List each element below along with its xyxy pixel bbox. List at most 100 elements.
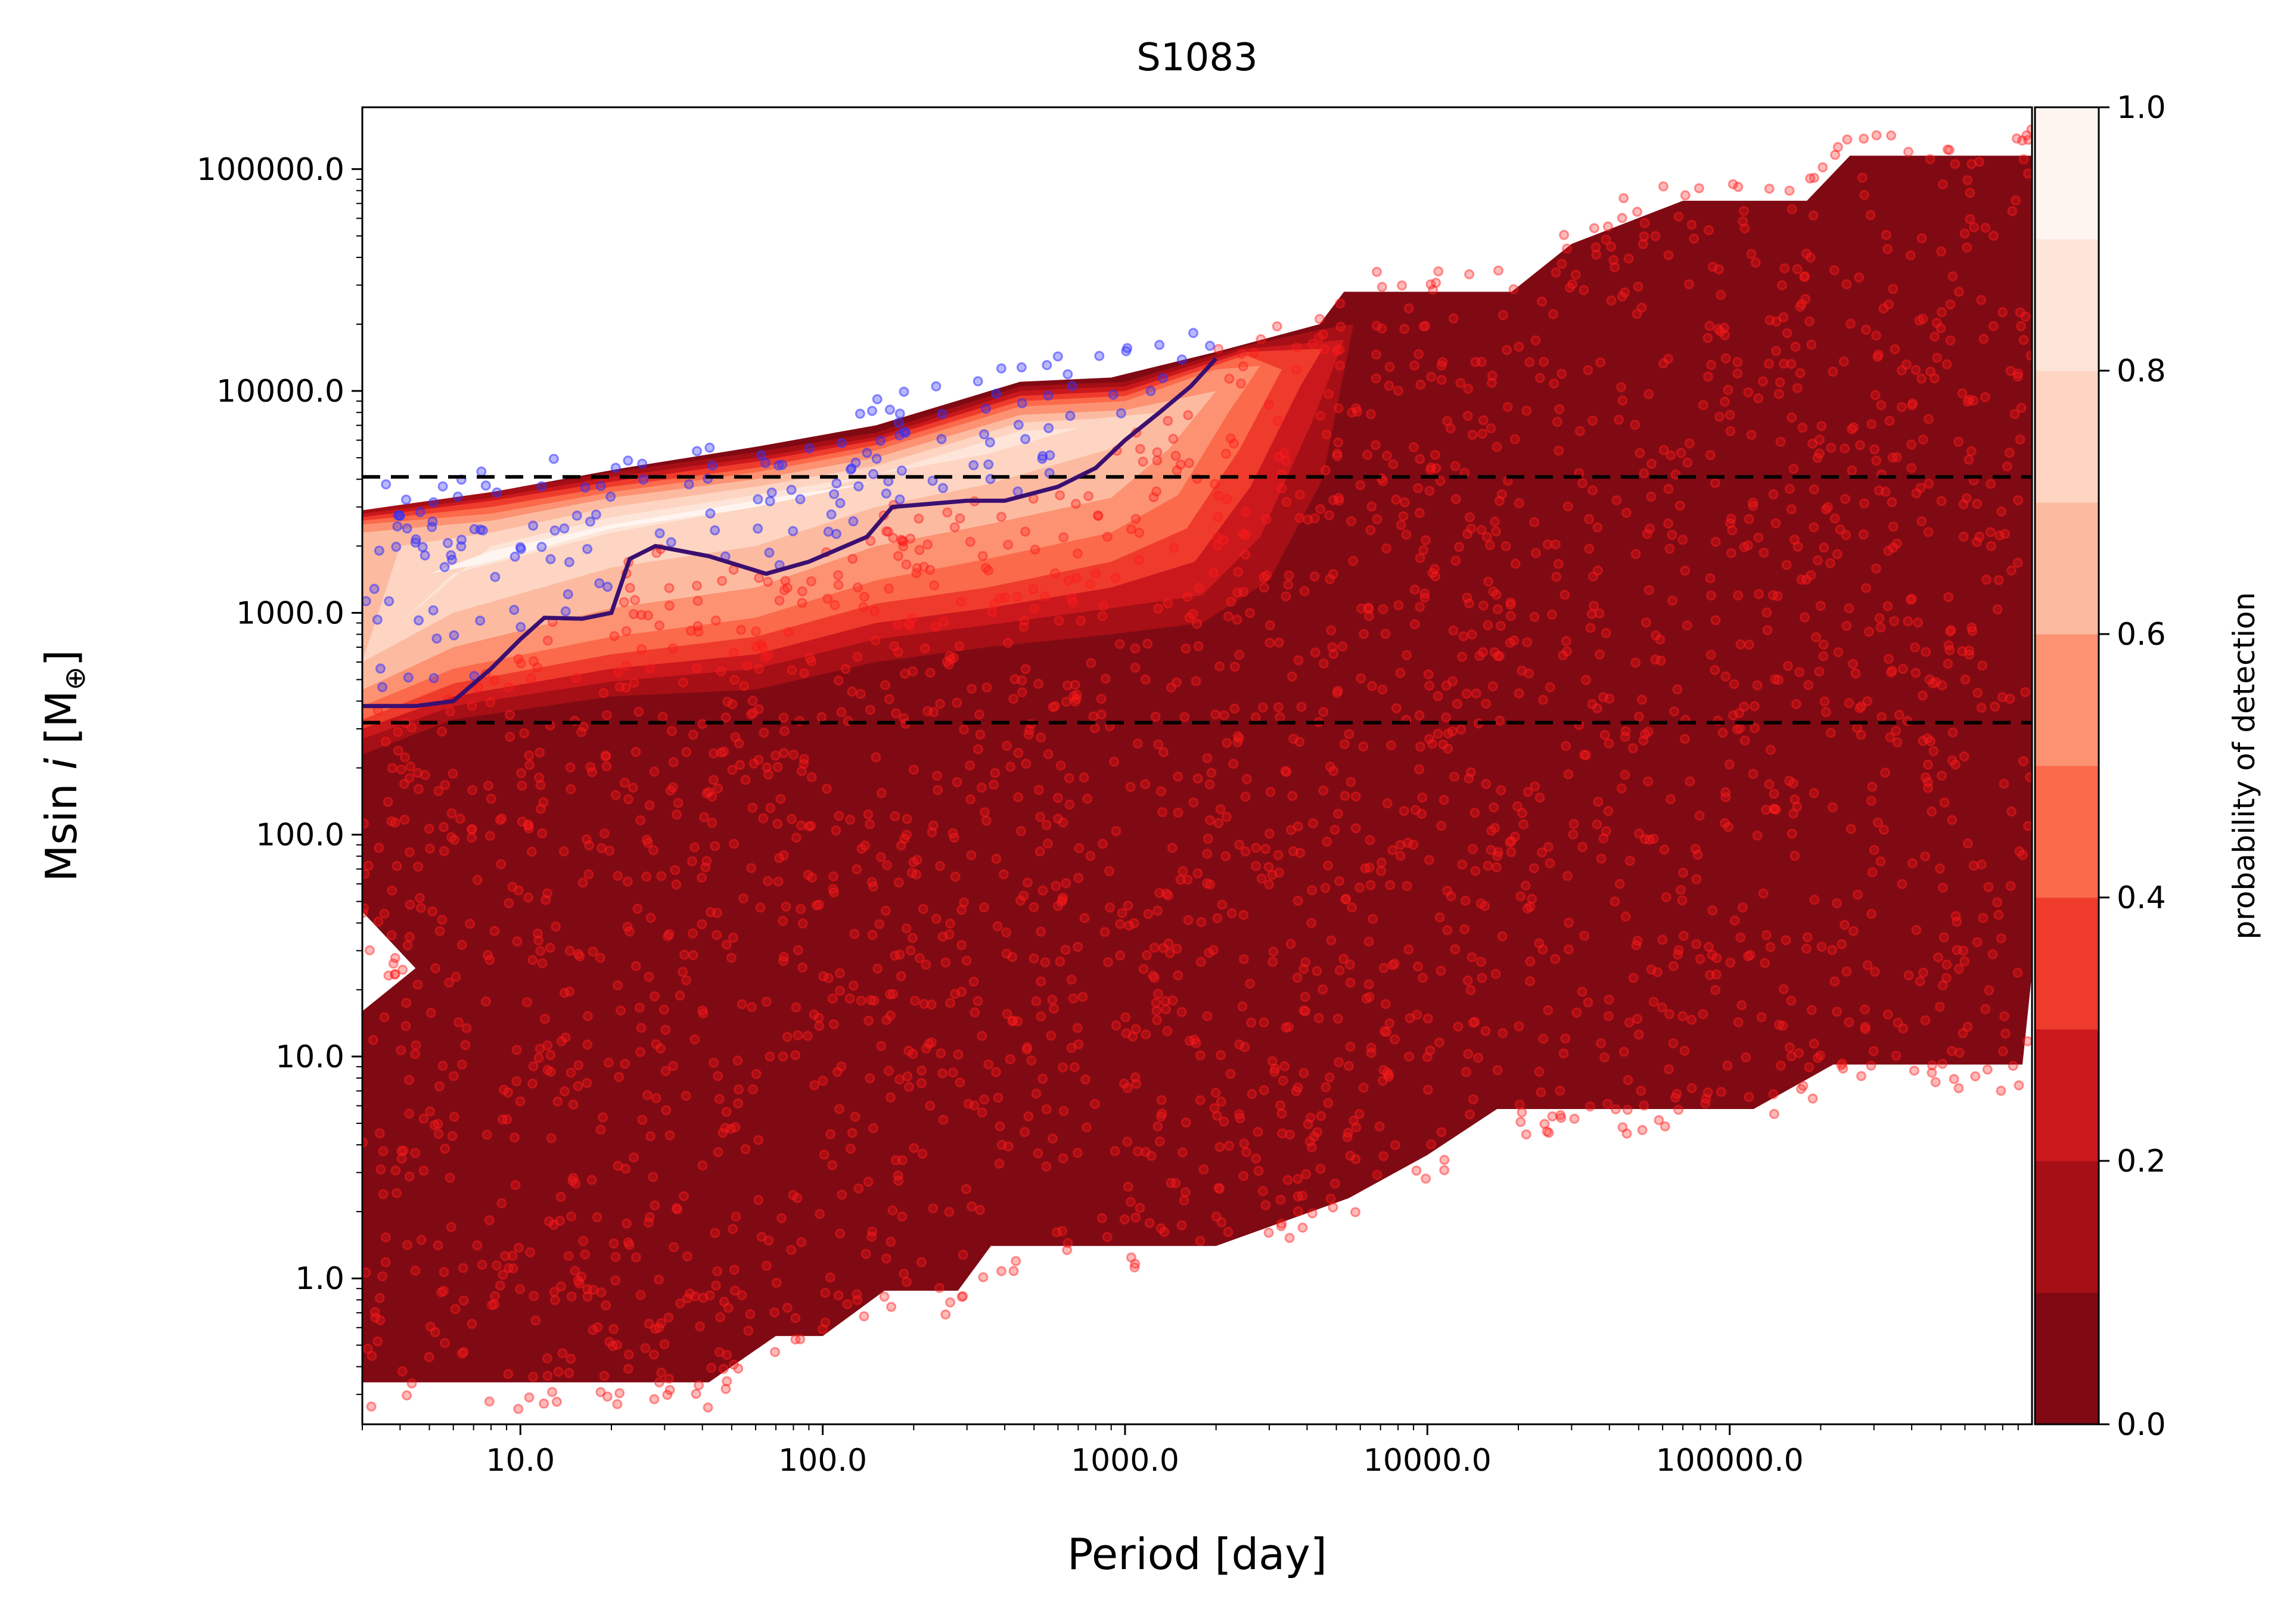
x-tick-label: 1000.0	[1071, 1443, 1179, 1479]
missed-point	[849, 928, 860, 939]
missed-point	[1438, 739, 1449, 750]
missed-point	[1036, 1011, 1046, 1022]
missed-point	[1259, 1017, 1269, 1028]
missed-point	[911, 869, 922, 880]
missed-point	[747, 1002, 757, 1012]
missed-point	[958, 1291, 968, 1302]
missed-point	[1878, 303, 1889, 314]
missed-point	[1120, 1012, 1131, 1023]
missed-point	[1743, 951, 1754, 962]
missed-point	[2015, 307, 2025, 318]
missed-point	[1297, 1190, 1307, 1201]
detected-point	[795, 494, 806, 505]
missed-point	[1276, 1108, 1287, 1119]
missed-point	[1123, 1181, 1133, 1192]
missed-point	[620, 1058, 630, 1069]
missed-point	[722, 1376, 732, 1387]
x-tick-label: 10000.0	[1363, 1443, 1492, 1479]
missed-point	[656, 1318, 666, 1328]
missed-point	[712, 930, 722, 940]
detected-point	[1067, 381, 1077, 392]
detected-point	[764, 547, 775, 558]
missed-point	[1620, 726, 1631, 737]
missed-point	[1903, 616, 1913, 626]
missed-point	[1413, 349, 1424, 359]
missed-point	[588, 1325, 598, 1335]
missed-point	[636, 610, 647, 620]
missed-point	[1041, 1161, 1052, 1172]
missed-point	[1170, 1178, 1181, 1188]
missed-point	[1614, 414, 1624, 425]
missed-point	[1642, 529, 1652, 539]
missed-point	[1867, 781, 1878, 792]
missed-point	[1439, 1165, 1450, 1176]
colorbar-tick-label: 0.2	[2117, 1144, 2166, 1179]
missed-point	[1910, 365, 1921, 375]
missed-point	[928, 1203, 939, 1214]
missed-point	[1905, 594, 1916, 605]
missed-point	[700, 862, 711, 873]
missed-point	[1433, 728, 1443, 739]
missed-point	[1945, 335, 1956, 346]
missed-point	[1874, 485, 1884, 496]
missed-point	[1322, 836, 1332, 847]
missed-point	[1183, 915, 1194, 925]
missed-point	[1545, 682, 1555, 692]
missed-point	[1640, 729, 1651, 740]
missed-point	[1659, 844, 1670, 855]
missed-point	[730, 732, 741, 743]
missed-point	[1248, 347, 1259, 358]
missed-point	[1372, 266, 1382, 277]
missed-point	[1382, 451, 1393, 461]
missed-point	[1963, 645, 1974, 656]
missed-point	[743, 1325, 754, 1336]
missed-point	[1167, 995, 1178, 1006]
missed-point	[1517, 1107, 1527, 1118]
missed-point	[1013, 792, 1024, 803]
missed-point	[600, 751, 611, 762]
missed-point	[1537, 296, 1547, 307]
missed-point	[1430, 571, 1441, 582]
detected-point	[545, 554, 556, 564]
missed-point	[781, 901, 791, 912]
missed-point	[1364, 992, 1375, 1002]
missed-point	[1090, 569, 1101, 579]
missed-point	[968, 976, 979, 987]
detected-point	[1116, 408, 1126, 418]
missed-point	[1328, 569, 1338, 579]
missed-point	[588, 946, 598, 957]
missed-point	[1732, 724, 1742, 735]
missed-point	[947, 828, 958, 838]
missed-point	[692, 621, 703, 632]
missed-point	[1130, 1072, 1141, 1083]
missed-point	[1052, 1227, 1062, 1238]
missed-point	[1773, 675, 1784, 685]
missed-point	[1305, 1113, 1316, 1123]
missed-point	[1678, 931, 1689, 941]
missed-point	[1534, 938, 1545, 949]
missed-point	[1530, 548, 1541, 558]
missed-point	[709, 775, 719, 785]
y-axis-label-subscript: ⊕	[58, 666, 92, 690]
missed-point	[1315, 1163, 1326, 1174]
missed-point	[1492, 442, 1502, 452]
missed-point	[512, 936, 523, 947]
missed-point	[909, 1142, 919, 1153]
missed-point	[793, 945, 803, 955]
missed-point	[1259, 572, 1269, 583]
missed-point	[1598, 833, 1609, 844]
missed-point	[370, 1312, 381, 1323]
missed-point	[1515, 1117, 1526, 1128]
missed-point	[888, 533, 899, 543]
missed-point	[1119, 1214, 1130, 1225]
missed-point	[2005, 694, 2015, 704]
missed-point	[1983, 882, 1994, 892]
missed-point	[1368, 914, 1378, 924]
missed-point	[622, 1218, 632, 1229]
missed-point	[1562, 646, 1573, 657]
missed-point	[1163, 415, 1173, 426]
missed-point	[1643, 585, 1654, 595]
missed-point	[1099, 927, 1110, 937]
missed-point	[485, 697, 496, 708]
